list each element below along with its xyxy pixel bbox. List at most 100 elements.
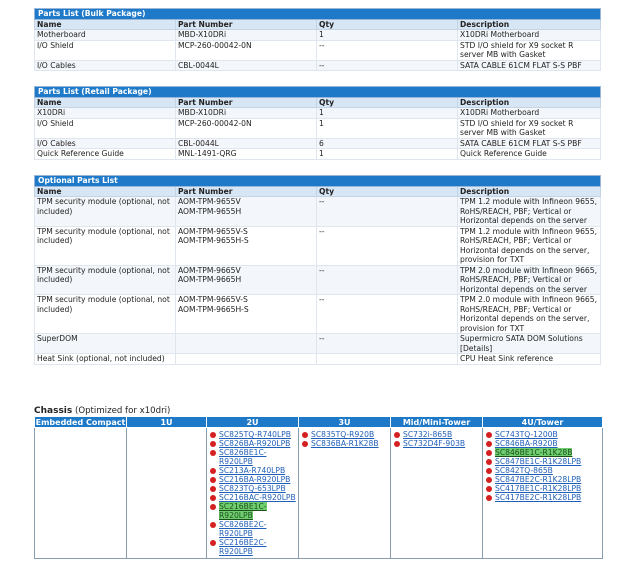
chassis-model-link[interactable]: SC732D4F-903B — [403, 439, 466, 448]
chassis-model-link[interactable]: SC835TQ-R920B — [311, 430, 375, 439]
cell-name: Motherboard — [34, 29, 176, 41]
cell-description: SATA CABLE 61CM FLAT S-S PBF — [457, 137, 601, 149]
table-row: TPM security module (optional, not inclu… — [34, 264, 602, 295]
bullet-icon — [486, 432, 492, 438]
column-header-description: Description — [457, 96, 601, 108]
bullet-icon — [486, 477, 492, 483]
chassis-model-link[interactable]: SC743TQ-1200B — [495, 430, 558, 439]
chassis-model-link[interactable]: SC846BE1C-R1K28B — [495, 448, 573, 457]
cell-part-number: MCP-260-00042-0N — [175, 39, 317, 61]
cell-part-number — [175, 353, 317, 365]
chassis-list-2u: SC825TQ-R740LPB SC826BA-R920LPB SC826BE1C-… — [209, 430, 296, 556]
column-header-qty: Qty — [316, 185, 458, 197]
chassis-model-link[interactable]: SC826BA-R920LPB — [219, 439, 291, 448]
cell-qty: -- — [316, 196, 458, 227]
chassis-model-link[interactable]: SC826BE2C-R920LPB — [219, 520, 267, 538]
chassis-model-item: SC846BE1C-R1K28B — [485, 448, 600, 457]
chassis-model-item: SC826BA-R920LPB — [209, 439, 296, 448]
chassis-col-mid-mini-tower[interactable]: Mid/Mini-Tower — [390, 416, 483, 428]
chassis-model-link[interactable]: SC213A-R740LPB — [219, 466, 286, 475]
cell-qty: 1 — [316, 29, 458, 41]
cell-part-number: AOM-TPM-9665V AOM-TPM-9665H — [175, 264, 317, 295]
chassis-model-item: SC847BE1C-R1K28LPB — [485, 457, 600, 466]
table-row: SuperDOM -- Supermicro SATA DOM Solutions … — [34, 333, 602, 354]
chassis-model-item: SC732i-865B — [393, 430, 480, 439]
chassis-model-item: SC216BA-R920LPB — [209, 475, 296, 484]
chassis-model-link[interactable]: SC216BE2C-R920LPB — [219, 538, 267, 556]
cell-qty: -- — [316, 59, 458, 71]
chassis-model-link[interactable]: SC842TQ-865B — [495, 466, 553, 475]
chassis-col-4u-tower[interactable]: 4U/Tower — [482, 416, 603, 428]
chassis-model-item: SC732D4F-903B — [393, 439, 480, 448]
cell-qty: 1 — [316, 148, 458, 160]
bullet-icon — [486, 450, 492, 456]
cell-part-number: AOM-TPM-9655V AOM-TPM-9655H — [175, 196, 317, 227]
cell-part-number: MCP-260-00042-0N — [175, 117, 317, 139]
table-row: I/O Cables CBL-0044L -- SATA CABLE 61CM FLA… — [34, 59, 602, 71]
cell-description: Quick Reference Guide — [457, 148, 601, 160]
bullet-icon — [210, 432, 216, 438]
chassis-list-mid-mini-tower: SC732i-865B SC732D4F-903B — [393, 430, 480, 448]
chassis-model-link[interactable]: SC216BA-R920LPB — [219, 475, 291, 484]
bullet-icon — [486, 441, 492, 447]
cell-description: TPM 1.2 module with Infineon 9655, RoHS/… — [456, 225, 602, 266]
column-header-part-number: Part Number — [175, 96, 317, 108]
table-row: I/O Shield MCP-260-00042-0N 1 STD I/O shiel… — [34, 117, 601, 139]
chassis-model-link[interactable]: SC825TQ-R740LPB — [219, 430, 291, 439]
chassis-cell-mid-mini-tower: SC732i-865B SC732D4F-903B — [390, 427, 483, 559]
chassis-model-item: SC836BA-R1K28B — [301, 439, 388, 448]
cell-description: STD I/O shield for X9 socket R server MB… — [457, 117, 601, 139]
chassis-model-link[interactable]: SC417BE2C-R1K28LPB — [495, 493, 582, 502]
chassis-model-link[interactable]: SC847BE1C-R1K28LPB — [495, 457, 582, 466]
chassis-model-link[interactable]: SC847BE2C-R1K28LPB — [495, 475, 582, 484]
cell-part-number: CBL-0044L — [175, 137, 317, 149]
bullet-icon — [394, 432, 400, 438]
cell-name: TPM security module (optional, not inclu… — [34, 264, 176, 295]
cell-qty: -- — [316, 225, 458, 266]
bullet-icon — [210, 468, 216, 474]
chassis-col-embedded-compact[interactable]: Embedded Compact — [34, 416, 127, 428]
cell-name: I/O Cables — [34, 59, 176, 71]
bullet-icon — [486, 468, 492, 474]
bullet-icon — [302, 441, 308, 447]
bullet-icon — [210, 504, 216, 510]
cell-name: TPM security module (optional, not inclu… — [34, 225, 176, 266]
chassis-model-link[interactable]: SC823TQ-653LPB — [219, 484, 286, 493]
cell-description: TPM 2.0 module with Infineon 9665, RoHS/… — [456, 294, 602, 334]
chassis-model-item: SC826BE2C-R920LPB — [209, 520, 296, 538]
table-row: X10DRi MBD-X10DRi 1 X10DRi Motherboard — [34, 107, 601, 119]
bullet-icon — [210, 450, 216, 456]
table-caption: Parts List (Bulk Package) — [33, 8, 602, 20]
chassis-model-item: SC826BE1C-R920LPB — [209, 448, 296, 466]
cell-name: I/O Shield — [34, 117, 176, 139]
chassis-col-3u[interactable]: 3U — [298, 416, 391, 428]
chassis-model-link[interactable]: SC826BE1C-R920LPB — [219, 448, 267, 466]
chassis-col-1u[interactable]: 1U — [126, 416, 207, 428]
cell-part-number: AOM-TPM-9655V-S AOM-TPM-9655H-S — [175, 225, 317, 266]
cell-description: Supermicro SATA DOM Solutions [Details] — [456, 333, 602, 354]
table-row: Quick Reference Guide MNL-1491-QRG 1 Quick … — [34, 148, 601, 160]
chassis-model-link[interactable]: SC846BA-R920B — [495, 439, 558, 448]
cell-name: TPM security module (optional, not inclu… — [34, 294, 176, 334]
chassis-list-4u-tower: SC743TQ-1200B SC846BA-R920B SC846BE1C-R1K2… — [485, 430, 600, 502]
chassis-cell-embedded-compact — [34, 427, 127, 559]
chassis-model-link[interactable]: SC216BE1C-R920LPB — [219, 502, 267, 520]
cell-description: SATA CABLE 61CM FLAT S-S PBF — [456, 59, 602, 71]
chassis-model-item: SC216BE2C-R920LPB — [209, 538, 296, 556]
bullet-icon — [486, 486, 492, 492]
chassis-model-link[interactable]: SC216BAC-R920LPB — [219, 493, 296, 502]
column-header-part-number: Part Number — [175, 18, 317, 30]
optional-parts-table: Optional Parts List Name Part Number Qty… — [33, 175, 602, 365]
cell-name: SuperDOM — [34, 333, 176, 354]
chassis-model-link[interactable]: SC417BE1C-R1K28LPB — [495, 484, 582, 493]
chassis-model-link[interactable]: SC836BA-R1K28B — [311, 439, 379, 448]
column-header-name: Name — [34, 185, 176, 197]
chassis-col-2u[interactable]: 2U — [206, 416, 299, 428]
cell-part-number: MBD-X10DRi — [175, 107, 317, 119]
cell-part-number: MBD-X10DRi — [175, 29, 317, 41]
table-caption: Parts List (Retail Package) — [34, 86, 601, 98]
bullet-icon — [210, 441, 216, 447]
chassis-cell-1u — [126, 427, 207, 559]
chassis-model-link[interactable]: SC732i-865B — [403, 430, 453, 439]
cell-description: TPM 1.2 module with Infineon 9655, RoHS/… — [456, 196, 602, 227]
